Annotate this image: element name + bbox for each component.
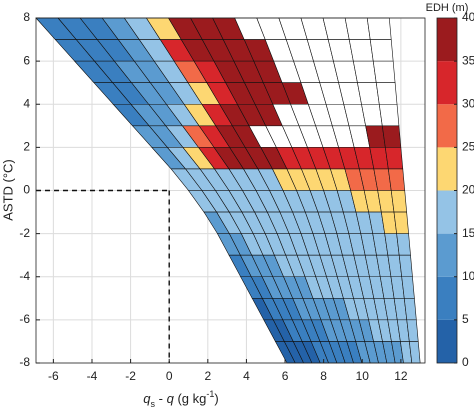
x-tick-label: 0 <box>166 369 173 383</box>
colorbar-swatch <box>437 319 457 363</box>
empty-cell <box>369 39 394 62</box>
y-tick-label: -4 <box>19 269 30 283</box>
cell <box>398 254 413 278</box>
x-tick-label: 2 <box>204 369 211 383</box>
colorbar-tick-label: 15 <box>462 226 474 240</box>
y-tick-label: -6 <box>19 312 30 326</box>
plot-frame <box>35 17 426 364</box>
y-tick-label: -2 <box>19 226 30 240</box>
empty-cell <box>357 82 380 105</box>
empty-cell <box>348 39 374 62</box>
colorbar-swatch <box>437 190 457 234</box>
x-tick-label: -6 <box>48 369 59 383</box>
colorbar-tick-label: 35 <box>462 53 474 67</box>
empty-cell <box>378 103 400 127</box>
colorbar-tick-label: 10 <box>462 269 474 283</box>
x-label-part: - <box>155 391 167 406</box>
x-label-part: ) <box>214 391 218 406</box>
colorbar-tick-label: 5 <box>462 312 469 326</box>
empty-cell <box>366 17 392 40</box>
x-label-part: -1 <box>206 389 214 399</box>
colorbar-tick-label: 25 <box>462 140 474 154</box>
empty-cell <box>375 82 398 105</box>
x-tick-label: 12 <box>394 369 408 383</box>
colorbar-tick-label: 20 <box>462 183 474 197</box>
x-label-part: s <box>151 399 156 409</box>
cell <box>390 190 407 213</box>
colorbar-tick-label: 40 <box>462 10 474 24</box>
cell <box>384 147 404 170</box>
x-label-part: q <box>167 391 175 406</box>
y-tick-label: 2 <box>23 140 30 154</box>
x-label-part: (g kg <box>174 391 207 406</box>
empty-cell <box>372 60 396 83</box>
cell <box>396 233 411 256</box>
x-label-part: q <box>143 391 151 406</box>
x-tick-label: 10 <box>356 369 370 383</box>
y-tick-label: 6 <box>23 53 30 67</box>
empty-cell <box>352 60 377 83</box>
x-tick-label: 8 <box>320 369 327 383</box>
cell <box>387 168 406 191</box>
y-tick-label: 4 <box>23 96 30 110</box>
colorbar-tick-label: 30 <box>462 96 474 110</box>
colorbar-swatch <box>437 18 457 62</box>
cell <box>393 211 409 234</box>
y-tick-label: 8 <box>23 10 30 24</box>
empty-cell <box>344 17 371 40</box>
x-tick-label: 4 <box>243 369 250 383</box>
colorbar-swatch <box>437 233 457 277</box>
cell <box>381 125 402 148</box>
x-tick-label: -2 <box>125 369 136 383</box>
mesh <box>35 17 421 364</box>
colorbar-swatch <box>437 147 457 191</box>
colorbar-swatch <box>437 276 457 320</box>
y-tick-label: -8 <box>19 355 30 369</box>
x-tick-label: -4 <box>87 369 98 383</box>
x-axis-label: qs - q (g kg-1) <box>143 389 218 409</box>
y-tick-label: 0 <box>23 183 30 197</box>
colorbar-swatch <box>437 61 457 105</box>
colorbar-tick-label: 0 <box>462 355 469 369</box>
colorbar-swatch <box>437 104 457 148</box>
cell <box>401 276 415 299</box>
x-tick-label: 6 <box>282 369 289 383</box>
colorbar-label: EDH (m) <box>426 2 469 14</box>
y-axis-label: ASTD (°C) <box>0 159 15 221</box>
